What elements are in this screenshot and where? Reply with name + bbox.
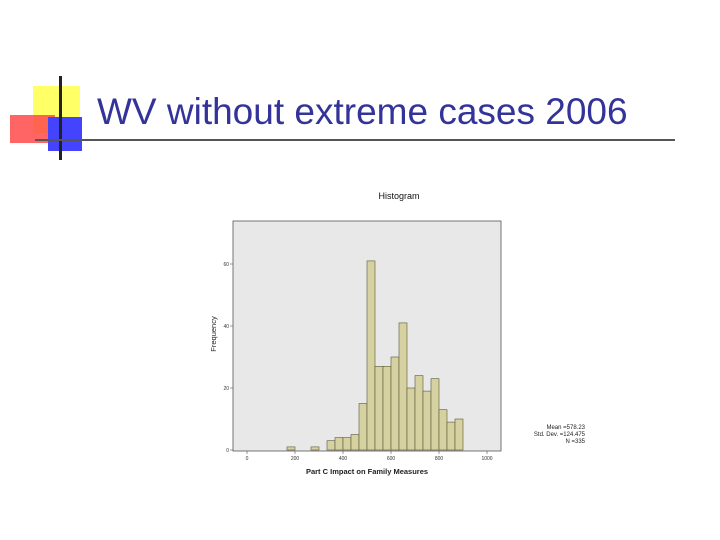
y-axis-label: Frequency — [209, 316, 218, 352]
y-axis-ticks: 0 20 40 60 — [223, 262, 233, 454]
histogram-bar-0 — [286, 446, 296, 451]
x-tick-label-400: 400 — [339, 456, 348, 462]
y-tick-label-20: 20 — [223, 386, 229, 392]
histogram-bar-18 — [454, 418, 464, 451]
x-tick-label-800: 800 — [435, 456, 444, 462]
histogram-bar-4 — [342, 437, 352, 451]
decor-vertical-line — [59, 76, 62, 160]
stat-mean: Mean =578.23 — [546, 425, 585, 431]
chart-title: Histogram — [378, 191, 419, 201]
histogram-bar-13 — [414, 375, 424, 451]
histogram-bar-11 — [398, 322, 408, 451]
bars-group — [286, 260, 464, 451]
y-tick-label-40: 40 — [223, 324, 229, 330]
histogram-bar-1 — [310, 446, 320, 451]
histogram-bar-15 — [430, 378, 440, 451]
histogram-bar-14 — [422, 390, 432, 451]
histogram-bar-3 — [334, 437, 344, 451]
histogram-bar-17 — [446, 421, 456, 451]
x-tick-label-1000: 1000 — [481, 456, 492, 462]
histogram-bar-6 — [358, 403, 368, 451]
y-tick-label-0: 0 — [226, 448, 229, 454]
slide-title: WV without extreme cases 2006 — [97, 91, 628, 132]
x-tick-label-600: 600 — [387, 456, 396, 462]
histogram-bar-5 — [350, 434, 360, 451]
y-tick-label-60: 60 — [223, 262, 229, 268]
x-tick-label-200: 200 — [291, 456, 300, 462]
histogram-bar-8 — [374, 365, 384, 451]
stat-n: N =335 — [565, 439, 585, 445]
histogram-bar-2 — [326, 440, 336, 451]
x-axis-ticks: 0 200 400 600 800 1000 — [246, 451, 493, 462]
stat-std-dev: Std. Dev. =124.475 — [533, 432, 585, 438]
histogram-bar-10 — [390, 356, 400, 451]
title-underline — [35, 139, 675, 141]
histogram-bar-16 — [438, 409, 448, 451]
decor-blue-square — [48, 117, 82, 151]
histogram-bar-12 — [406, 387, 416, 451]
x-tick-label-0: 0 — [246, 456, 249, 462]
histogram-bar-7 — [366, 260, 376, 451]
x-axis-label: Part C Impact on Family Measures — [306, 467, 428, 476]
histogram-bar-9 — [382, 365, 392, 451]
decor-red-rectangle — [10, 115, 55, 143]
statistics-box: Mean =578.23 Std. Dev. =124.475 N =335 — [519, 425, 585, 446]
